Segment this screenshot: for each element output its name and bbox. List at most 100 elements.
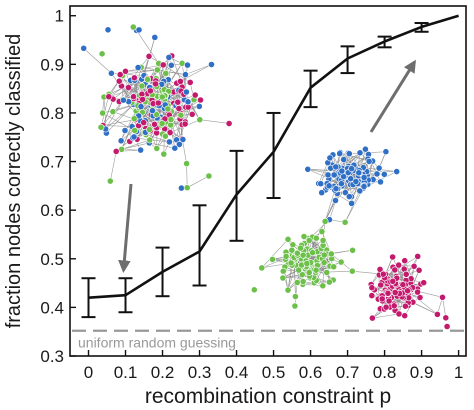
arrow-to-mixed [118,183,133,274]
network-node [378,295,386,303]
network-node [167,61,175,69]
x-axis-label: recombination constraint p [145,385,391,408]
network-node [164,105,172,113]
network-node [191,91,199,99]
network-edge [407,290,438,315]
x-tick-label: 0.6 [299,363,323,382]
network-edge [199,119,230,124]
network-node [116,71,124,78]
network-node [305,237,313,244]
network-node [293,279,301,286]
network-edge [412,301,438,315]
network-node [404,287,411,295]
network-node [384,289,392,297]
network-node [183,160,190,167]
network-node [279,274,287,282]
y-axis-label: fraction nodes correctly classified [3,34,25,329]
network-node [99,109,106,117]
network-edge [149,142,175,149]
network-node [151,120,158,128]
network-node [287,259,295,267]
network-node [139,96,146,103]
network-node [304,165,312,173]
network-node [348,199,355,207]
network-edge [315,270,353,273]
inset-arrows [118,59,416,274]
network-node [176,78,184,85]
network-node [309,249,316,257]
network-node [389,277,397,285]
network-node [340,156,348,163]
network-node [391,266,399,274]
network-node [279,267,287,275]
network-node [137,103,145,110]
network-edge [157,69,179,103]
network-node [377,281,385,289]
network-node [195,103,203,110]
network-node [171,144,179,152]
network-node [175,105,183,112]
network-node [122,67,129,75]
network-node [250,286,258,294]
network-node [352,178,360,185]
network-node [165,54,173,61]
network-node [284,286,292,294]
network-node [303,260,311,267]
network-node [382,148,390,156]
network-node [332,163,340,171]
network-node [415,266,423,274]
network-node [401,302,409,310]
x-tick-label: 0.1 [114,363,138,382]
network-node [269,255,276,263]
y-tick-label: 0.5 [40,250,64,269]
network-node [321,217,329,225]
network-node [319,282,327,290]
network-node [318,189,326,197]
network-node [368,314,376,322]
network-node [361,145,369,153]
network-node [146,126,153,134]
network-node [368,284,376,292]
network-node [130,74,138,82]
network-node [181,71,189,78]
network-node [326,154,334,162]
network-edge [187,175,210,188]
network-node [312,266,320,274]
network-edge [372,313,400,319]
network-node [158,93,166,101]
network-node [162,70,170,77]
network-node [299,251,307,259]
network-node [442,314,450,322]
network-node [324,171,332,179]
network-edge [186,163,188,188]
network-node [338,167,346,175]
network-node [125,84,132,91]
network-edge [106,104,134,134]
network-node [291,302,299,310]
x-tick-label: 0.5 [262,363,286,382]
x-tick-label: 0.7 [336,363,360,382]
x-tick-label: 0.9 [410,363,434,382]
network-edge [351,183,358,204]
network-node [144,76,151,83]
network-node [196,116,204,124]
network-node [360,183,368,190]
network-node [355,169,363,177]
network-node [395,310,403,318]
network-node [282,252,290,260]
network-node [161,132,169,140]
network-node [151,34,159,41]
network-node [341,218,349,226]
network-node [379,270,387,278]
network-node [140,119,148,126]
network-node [320,251,328,259]
y-tick-label: 1 [55,7,64,26]
network-node [368,292,376,299]
x-tick-label: 0.4 [225,363,249,382]
network-node [390,302,398,310]
network-node [137,146,144,154]
network-node [152,80,159,88]
network-edge [307,169,342,184]
network-edge [105,104,134,130]
